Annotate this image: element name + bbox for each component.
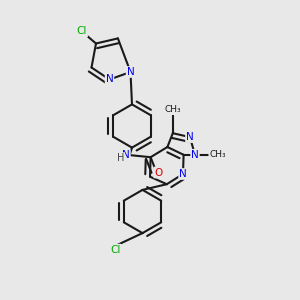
Text: CH₃: CH₃	[209, 150, 226, 159]
Text: N: N	[179, 169, 187, 179]
Text: Cl: Cl	[110, 244, 121, 255]
Text: N: N	[127, 67, 134, 77]
Text: N: N	[106, 74, 113, 85]
Text: CH₃: CH₃	[164, 105, 181, 114]
Text: N: N	[186, 132, 194, 142]
Text: N: N	[122, 150, 130, 160]
Text: Cl: Cl	[77, 26, 87, 37]
Text: O: O	[154, 167, 163, 178]
Text: N: N	[191, 150, 199, 160]
Text: H: H	[117, 153, 124, 163]
